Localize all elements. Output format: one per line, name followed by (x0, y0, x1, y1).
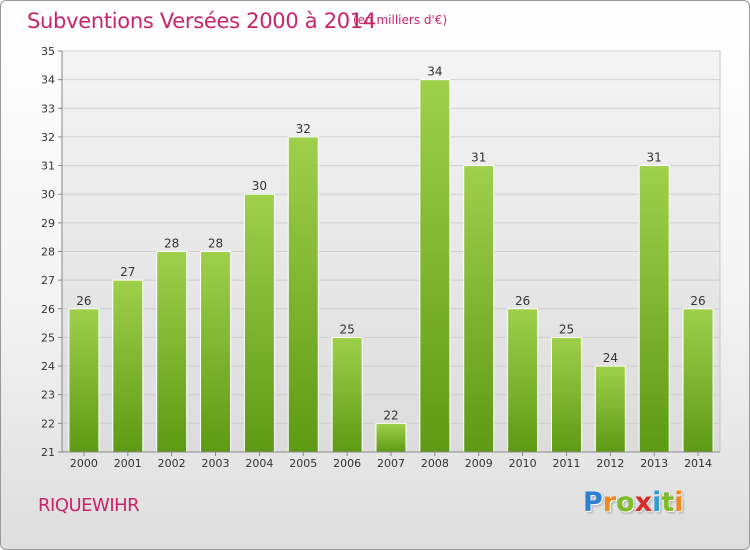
chart-title: Subventions Versées 2000 à 2014 (27, 9, 376, 33)
x-tick-label-2014: 2014 (684, 457, 712, 470)
y-tick-label: 32 (41, 131, 55, 144)
logo-letter: t (661, 487, 675, 518)
y-axis: 21 22 23 24 25 26 27 28 29 30 31 32 33 34 35 (41, 45, 63, 459)
data-label-2010: 26 (515, 294, 530, 308)
data-label-2012: 24 (603, 351, 618, 365)
data-label-2001: 27 (120, 265, 135, 279)
data-label-2006: 25 (339, 322, 354, 336)
x-tick-label-2003: 2003 (202, 457, 230, 470)
data-label-2008: 34 (427, 65, 442, 79)
x-tick-label-2008: 2008 (421, 457, 449, 470)
logo-letter: r (602, 487, 617, 518)
bar-2001 (112, 279, 144, 453)
bar-2009 (463, 165, 495, 453)
data-label-2000: 26 (76, 294, 91, 308)
y-tick-label: 27 (41, 274, 55, 287)
x-tick-label-2012: 2012 (596, 457, 624, 470)
logo-letter: x (634, 487, 653, 518)
bar-2005 (287, 136, 319, 453)
y-tick-label: 31 (41, 160, 55, 173)
data-label-2013: 31 (647, 151, 662, 165)
data-label-2014: 26 (690, 294, 705, 308)
y-tick-label: 34 (41, 74, 55, 87)
data-label-2009: 31 (471, 151, 486, 165)
bar-2012 (594, 365, 626, 453)
x-tick-label-2000: 2000 (70, 457, 98, 470)
bar-2006 (331, 336, 363, 453)
y-tick-label: 24 (41, 360, 55, 373)
y-tick-label: 23 (41, 389, 55, 402)
data-label-2002: 28 (164, 237, 179, 251)
x-tick-label-2013: 2013 (640, 457, 668, 470)
bar-2002 (156, 251, 188, 453)
x-tick-label-2006: 2006 (333, 457, 361, 470)
bar-2008 (419, 79, 451, 453)
y-tick-label: 28 (41, 246, 55, 259)
x-tick-label-2009: 2009 (465, 457, 493, 470)
bar-2004 (243, 193, 275, 453)
x-axis: 2000 2001 2002 2003 2004 2005 2006 2007 2008 2009… (62, 451, 720, 470)
chart-subtitle: (en milliers d'€) (353, 13, 448, 27)
logo-letter: P (583, 487, 603, 518)
logo-letter: o (616, 487, 635, 518)
bar-2011 (550, 336, 582, 453)
bars (68, 79, 714, 453)
logo-letter: i (674, 487, 684, 518)
data-labels: 26 27 28 28 30 32 25 22 34 31 26 25 24 31 26 (76, 65, 705, 423)
bar-2014 (682, 308, 714, 453)
proxiti-logo[interactable]: Proxiti (583, 487, 684, 518)
bar-2007 (375, 422, 407, 453)
y-tick-label: 35 (41, 45, 55, 58)
y-tick-label: 30 (41, 188, 55, 201)
x-tick-label-2007: 2007 (377, 457, 405, 470)
x-tick-label-2001: 2001 (114, 457, 142, 470)
x-tick-label-2004: 2004 (245, 457, 273, 470)
bar-2010 (507, 308, 539, 453)
x-tick-label-2011: 2011 (552, 457, 580, 470)
commune-name: RIQUEWIHR (38, 495, 140, 516)
y-tick-label: 22 (41, 417, 55, 430)
x-tick-label-2005: 2005 (289, 457, 317, 470)
data-label-2004: 30 (252, 179, 267, 193)
y-tick-label: 21 (41, 446, 55, 459)
y-tick-label: 25 (41, 331, 55, 344)
y-tick-label: 33 (41, 102, 55, 115)
y-tick-label: 26 (41, 303, 55, 316)
x-tick-label-2010: 2010 (509, 457, 537, 470)
bar-2000 (68, 308, 100, 453)
logo-letter: i (652, 487, 662, 518)
bar-2013 (638, 165, 670, 453)
x-tick-label-2002: 2002 (158, 457, 186, 470)
data-label-2003: 28 (208, 237, 223, 251)
data-label-2011: 25 (559, 322, 574, 336)
bar-2003 (200, 251, 232, 453)
y-tick-label: 29 (41, 217, 55, 230)
data-label-2007: 22 (383, 408, 398, 422)
data-label-2005: 32 (296, 122, 311, 136)
